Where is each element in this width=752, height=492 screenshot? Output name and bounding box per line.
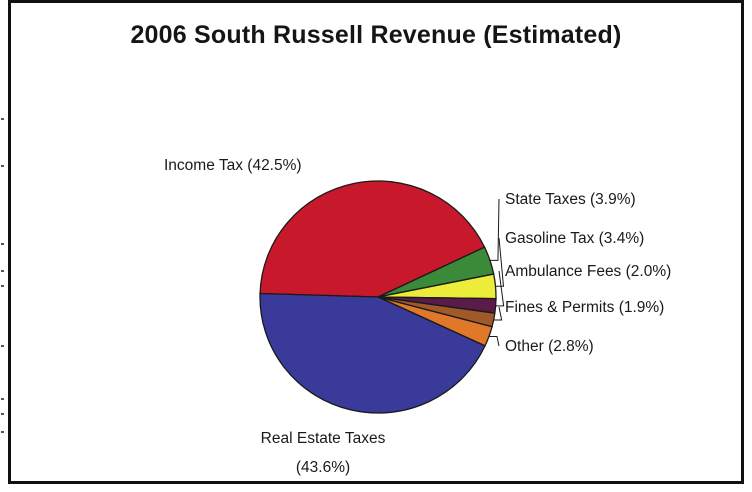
leader-line-fines-permits — [493, 306, 503, 321]
slice-label-gasoline-tax: Gasoline Tax (3.4%) — [505, 230, 644, 247]
leader-line-state-taxes — [489, 198, 500, 261]
pie-slice-income-tax — [259, 180, 486, 298]
pie-slice-real-estate-taxes — [259, 292, 486, 414]
left-edge-marks — [0, 0, 8, 492]
slice-label-income-tax: Income Tax (42.5%) — [164, 157, 302, 174]
slice-label-other: Other (2.8%) — [505, 338, 594, 355]
leader-line-gasoline-tax — [495, 237, 505, 287]
chart-title: 2006 South Russell Revenue (Estimated) — [130, 21, 622, 49]
slice-label-real-estate-taxes: Real Estate Taxes — [261, 430, 386, 447]
slice-label-ambulance-fees: Ambulance Fees (2.0%) — [505, 263, 671, 280]
leader-line-other — [488, 335, 500, 347]
slice-label-real-estate-taxes-pct: (43.6%) — [296, 459, 350, 476]
slice-label-state-taxes: State Taxes (3.9%) — [505, 191, 636, 208]
slice-label-fines-permits: Fines & Permits (1.9%) — [505, 299, 664, 316]
leader-line-ambulance-fees — [495, 270, 505, 307]
